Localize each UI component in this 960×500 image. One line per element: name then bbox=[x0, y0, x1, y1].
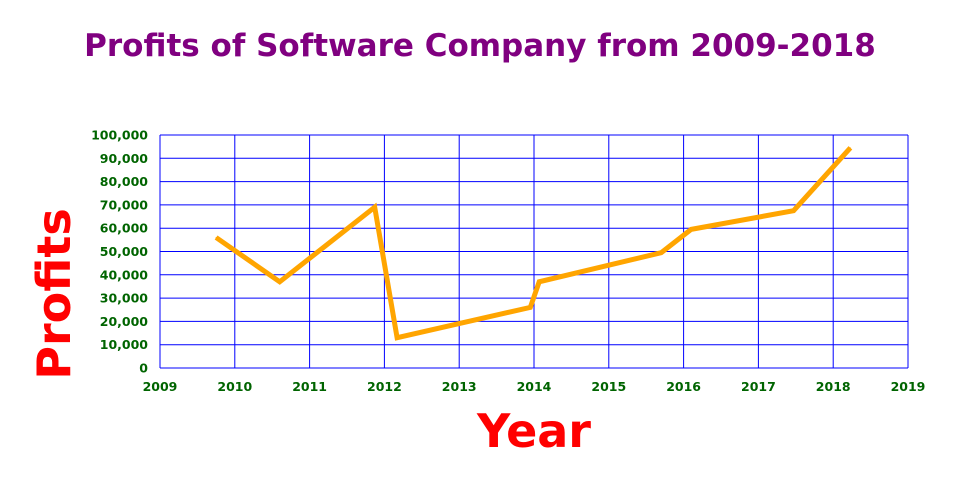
x-tick-label: 2009 bbox=[143, 379, 178, 394]
y-tick-label: 80,000 bbox=[100, 174, 149, 189]
x-tick-label: 2018 bbox=[816, 379, 851, 394]
y-tick-label: 30,000 bbox=[100, 291, 149, 306]
x-tick-label: 2016 bbox=[666, 379, 701, 394]
x-tick-label: 2015 bbox=[591, 379, 626, 394]
x-tick-label: 2017 bbox=[741, 379, 776, 394]
data-point bbox=[660, 252, 662, 254]
y-tick-label: 40,000 bbox=[100, 267, 149, 282]
x-tick-label: 2014 bbox=[517, 379, 552, 394]
data-point bbox=[279, 281, 281, 283]
chart-title: Profits of Software Company from 2009-20… bbox=[84, 28, 876, 64]
x-tick-label: 2019 bbox=[891, 379, 926, 394]
y-axis-title: Profits bbox=[27, 208, 81, 379]
data-point bbox=[396, 337, 398, 339]
data-point bbox=[538, 281, 540, 283]
y-tick-label: 10,000 bbox=[100, 337, 149, 352]
data-point bbox=[690, 228, 692, 230]
x-tick-label: 2012 bbox=[367, 379, 402, 394]
x-tick-label: 2011 bbox=[292, 379, 327, 394]
y-tick-label: 0 bbox=[139, 361, 148, 376]
data-point bbox=[529, 306, 531, 308]
x-tick-labels: 2009 2010 2011 2012 2013 2014 2015 2016 2017 2018… bbox=[143, 379, 926, 394]
data-point bbox=[849, 147, 851, 149]
series-layer bbox=[214, 146, 853, 341]
y-tick-label: 20,000 bbox=[100, 314, 149, 329]
y-tick-label: 50,000 bbox=[100, 244, 149, 259]
data-point bbox=[793, 210, 795, 212]
x-tick-label: 2013 bbox=[442, 379, 477, 394]
y-tick-labels: 0 10,000 20,000 30,000 40,000 50,000 60,000 70,… bbox=[91, 128, 148, 376]
x-axis-title: Year bbox=[476, 404, 591, 458]
series-line bbox=[214, 146, 853, 341]
y-tick-label: 90,000 bbox=[100, 151, 149, 166]
y-tick-label: 60,000 bbox=[100, 221, 149, 236]
x-tick-label: 2010 bbox=[217, 379, 252, 394]
y-tick-label: 70,000 bbox=[100, 197, 149, 212]
data-point bbox=[374, 206, 376, 208]
data-point bbox=[215, 237, 217, 239]
grid-layer bbox=[159, 134, 909, 369]
y-tick-label: 100,000 bbox=[91, 128, 148, 143]
